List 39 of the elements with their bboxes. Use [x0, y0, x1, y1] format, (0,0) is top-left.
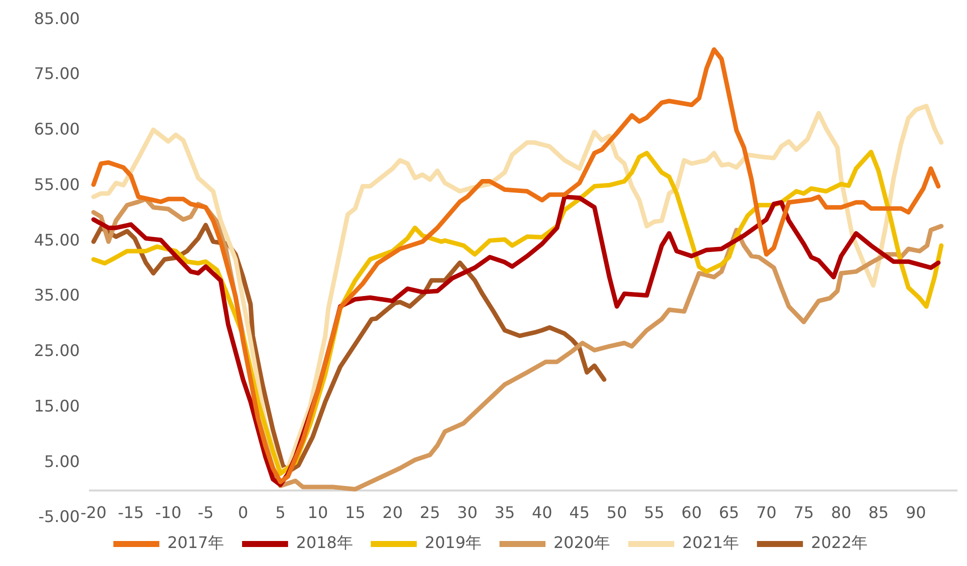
- legend-label: 2018年: [296, 533, 353, 552]
- x-tick-label: 20: [382, 503, 403, 522]
- x-tick-label: 90: [906, 503, 926, 522]
- x-tick-label: 45: [569, 503, 590, 522]
- x-tick-label: 30: [457, 503, 478, 522]
- y-tick-label: 65.00: [34, 120, 80, 139]
- x-tick-label: 85: [868, 503, 889, 522]
- x-tick-label: 10: [308, 503, 328, 522]
- y-tick-label: 5.00: [44, 452, 80, 471]
- x-tick-label: 65: [718, 503, 740, 522]
- x-tick-label: 75: [794, 503, 814, 522]
- x-tick-label: 70: [756, 503, 777, 522]
- x-tick-label: 60: [681, 503, 702, 522]
- legend-label: 2017年: [167, 533, 224, 552]
- y-tick-label: -5.00: [38, 507, 80, 526]
- x-tick-label: 50: [606, 503, 628, 522]
- legend-label: 2020年: [554, 533, 610, 552]
- x-tick-label: 40: [532, 503, 552, 522]
- y-tick-label: 25.00: [34, 341, 80, 360]
- x-tick-label: 0: [238, 503, 248, 522]
- y-tick-label: 55.00: [34, 174, 80, 194]
- x-tick-label: 55: [644, 503, 664, 522]
- y-tick-label: 45.00: [34, 230, 80, 250]
- x-tick-label: 80: [830, 503, 852, 522]
- y-tick-label: 15.00: [34, 396, 80, 416]
- x-tick-label: -15: [118, 503, 144, 522]
- y-tick-label: 85.00: [34, 8, 80, 28]
- x-tick-label: -5: [198, 503, 214, 522]
- y-tick-label: 75.00: [34, 64, 80, 84]
- x-tick-label: 15: [345, 503, 366, 522]
- legend-label: 2019年: [424, 533, 482, 552]
- legend-label: 2021年: [682, 533, 739, 552]
- legend-label: 2022年: [810, 533, 868, 552]
- x-tick-label: -10: [155, 503, 182, 522]
- y-tick-label: 35.00: [34, 286, 80, 305]
- x-tick-label: 5: [275, 503, 286, 522]
- x-tick-label: 35: [494, 503, 515, 522]
- x-tick-label: -20: [80, 503, 107, 522]
- x-tick-label: 25: [420, 503, 440, 522]
